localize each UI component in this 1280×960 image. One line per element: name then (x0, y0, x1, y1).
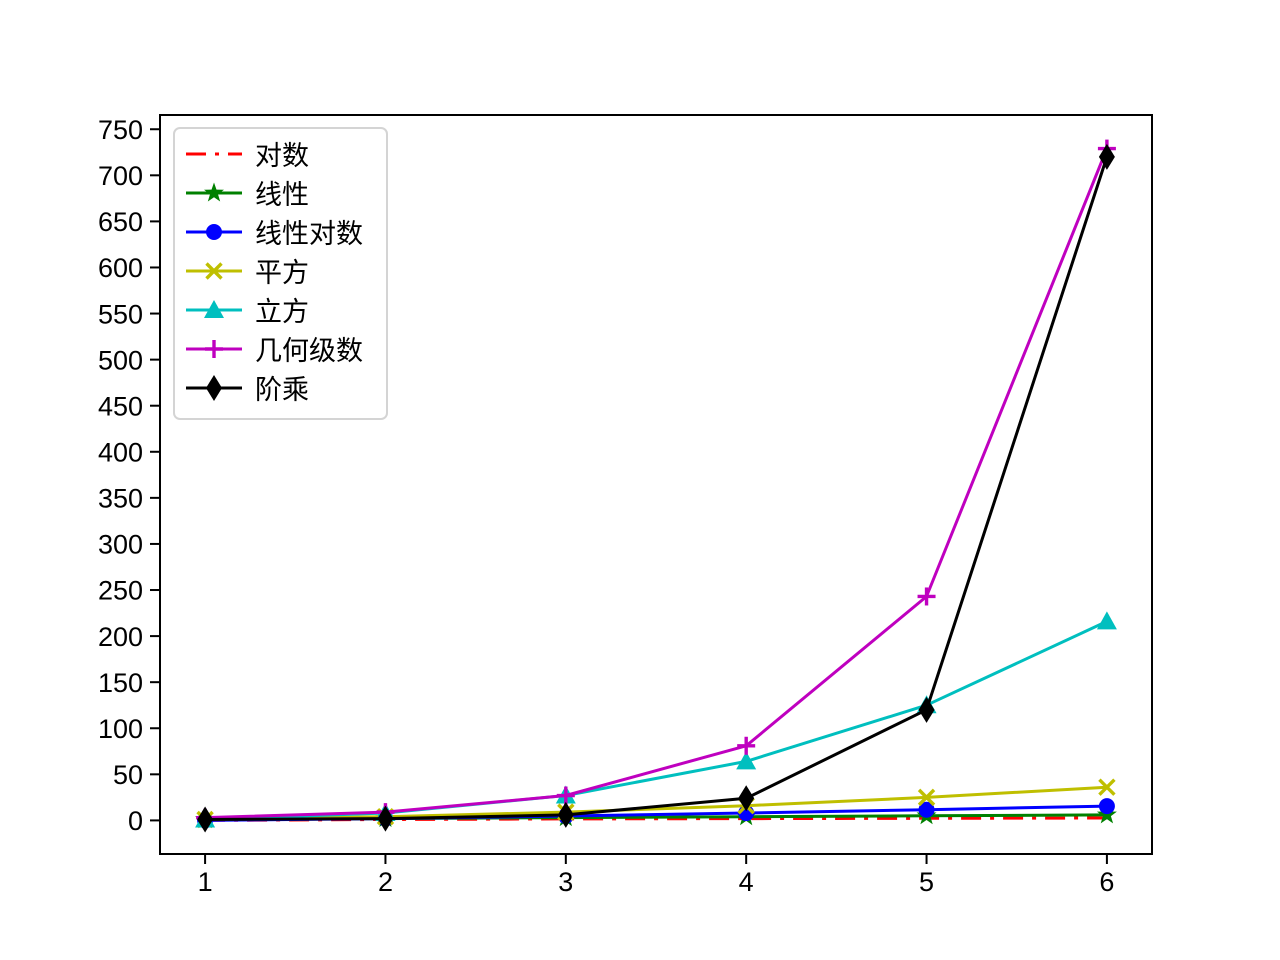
y-tick-label: 350 (98, 484, 143, 514)
series-4-marker (1096, 611, 1117, 630)
legend-marker-4 (204, 300, 224, 318)
y-tick-label: 0 (128, 806, 143, 836)
y-tick-label: 550 (98, 299, 143, 329)
y-tick-label: 700 (98, 161, 143, 191)
series-6-marker (918, 696, 935, 723)
legend-entry: 阶乘 (185, 371, 376, 410)
x-tick-label: 4 (739, 867, 754, 897)
legend-entry: 线性 (185, 176, 376, 215)
series-6-marker (738, 785, 755, 812)
series-line-5 (205, 148, 1109, 820)
series-6-marker (377, 805, 394, 832)
y-tick-label: 300 (98, 530, 143, 560)
legend-label: 平方 (255, 258, 309, 288)
y-tick-label: 750 (98, 115, 143, 145)
series-5-marker (737, 736, 756, 755)
legend-line-sample (185, 138, 243, 175)
series-2-marker (918, 801, 935, 818)
series-5-marker (556, 786, 575, 805)
legend-line-sample (185, 333, 243, 370)
x-tick-label: 6 (1099, 867, 1114, 897)
y-tick-label: 600 (98, 253, 143, 283)
legend-label: 线性 (255, 180, 309, 210)
legend-label: 线性对数 (255, 219, 363, 249)
x-tick-label: 1 (198, 867, 213, 897)
x-tick-label: 5 (919, 867, 934, 897)
series-3-marker (1098, 778, 1116, 796)
legend-line-sample (185, 177, 243, 214)
y-tick-label: 650 (98, 207, 143, 237)
legend-entry: 立方 (185, 293, 376, 332)
y-tick-label: 250 (98, 576, 143, 606)
series-line-4 (205, 620, 1108, 821)
y-tick-label: 150 (98, 668, 143, 698)
series-line-0 (205, 816, 1107, 822)
x-tick-label: 2 (378, 867, 393, 897)
legend: 对数线性线性对数平方立方几何级数阶乘 (173, 127, 388, 420)
legend-label: 立方 (255, 297, 309, 327)
legend-marker-6 (206, 375, 222, 401)
series-line-3 (205, 785, 1107, 821)
series-6-marker (197, 806, 214, 833)
y-tick-label: 450 (98, 391, 143, 421)
legend-entry: 平方 (185, 254, 376, 293)
legend-label: 几何级数 (255, 336, 363, 366)
legend-marker-2 (206, 224, 222, 240)
legend-line-sample (185, 294, 243, 331)
x-tick-label: 3 (558, 867, 573, 897)
y-tick-label: 200 (98, 622, 143, 652)
legend-marker-5 (205, 340, 223, 358)
legend-entry: 对数 (185, 137, 376, 176)
series-3-marker (917, 788, 936, 807)
legend-marker-1 (204, 182, 224, 202)
y-tick-label: 500 (98, 345, 143, 375)
y-tick-label: 100 (98, 714, 143, 744)
y-tick-label: 400 (98, 438, 143, 468)
series-line-6 (205, 156, 1109, 821)
legend-line-sample (185, 216, 243, 253)
series-5-marker (917, 587, 936, 606)
legend-entry: 几何级数 (185, 332, 376, 371)
series-6-marker (557, 801, 574, 828)
series-6-marker (1098, 143, 1115, 170)
y-tick-label: 50 (113, 760, 143, 790)
legend-label: 对数 (255, 141, 309, 171)
plot-frame (159, 114, 1153, 855)
legend-line-sample (185, 255, 243, 292)
legend-marker-3 (205, 262, 223, 280)
legend-label: 阶乘 (255, 375, 309, 405)
series-2-marker (1098, 798, 1115, 815)
series-4-marker (736, 751, 757, 770)
legend-line-sample (185, 372, 243, 409)
legend-entry: 线性对数 (185, 215, 376, 254)
